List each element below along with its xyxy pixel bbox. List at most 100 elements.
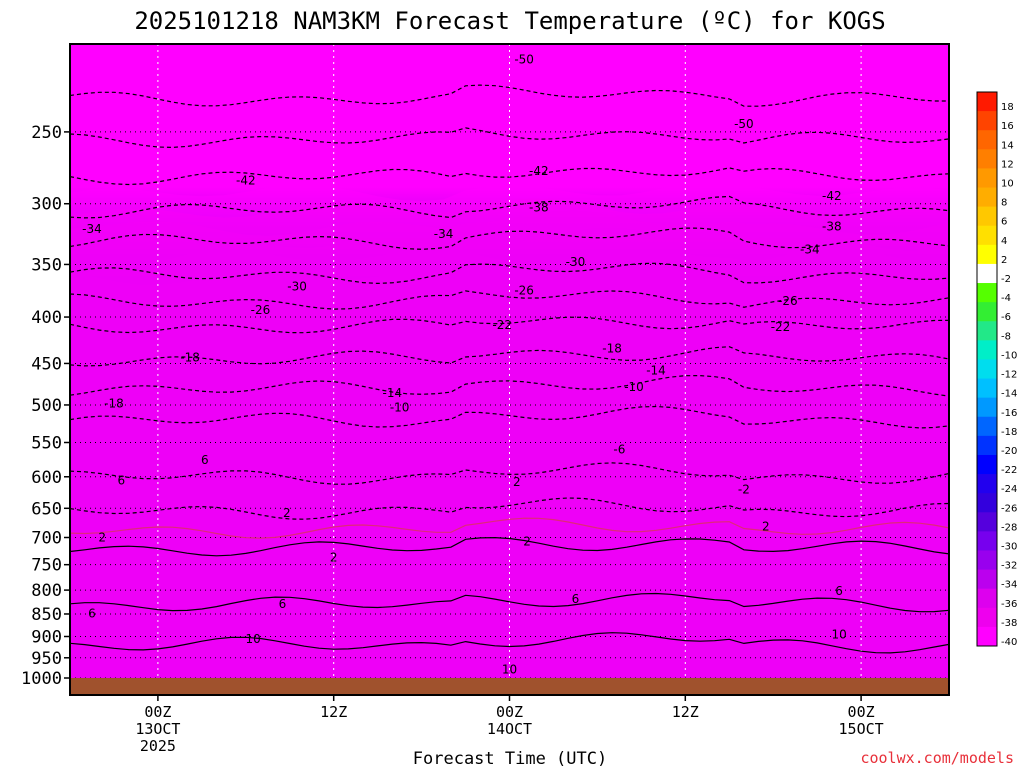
colorbar-swatch [977,321,997,341]
contour-line [70,290,949,310]
colorbar-swatch [977,512,997,532]
contour-label: -6 [613,443,625,457]
contour-label: -2 [738,483,750,497]
colorbar-swatch [977,340,997,360]
contour-label: -26 [514,284,534,298]
y-tick-label: 700 [31,528,62,548]
colorbar-label: -38 [1001,618,1017,629]
contour-label: 2 [330,550,338,564]
colorbar-swatch [977,168,997,189]
y-tick-label: 400 [31,308,62,328]
contour-line [70,127,949,149]
colorbar-swatch [977,493,997,513]
y-tick-label: 800 [31,581,62,601]
contour-label: -14 [646,363,666,377]
colorbar-swatch [977,263,997,284]
contour-label: -18 [104,396,124,410]
contour-label: -50 [514,52,534,66]
colorbar-label: 16 [1001,121,1014,132]
contour-label: 10 [245,632,260,646]
contour-label: 6 [117,474,125,488]
contour-line [70,497,949,520]
contour-label: 6 [835,584,843,598]
colorbar-swatch [977,550,997,571]
contour-label: -10 [390,400,410,414]
ground-surface [70,678,949,695]
colorbar-swatch [977,626,997,647]
contour-label: -34 [82,222,102,236]
colorbar-swatch [977,206,997,227]
colorbar-swatch [977,359,997,380]
plot-area [69,43,950,696]
y-tick-label: 650 [31,499,62,519]
chart-title: 2025101218 NAM3KM Forecast Temperature (… [134,7,885,35]
colorbar-label: -32 [1001,561,1017,572]
y-tick-label: 850 [31,605,62,625]
contour-label: 10 [831,627,846,641]
contour-label: -18 [180,350,200,364]
contour-label: -22 [771,320,791,334]
colorbar-swatch [977,607,997,628]
contour-line [70,167,949,186]
y-tick-label: 450 [31,354,62,374]
colorbar-label: -24 [1001,484,1017,495]
contour-line [70,536,949,557]
contour-label: -42 [529,164,549,178]
y-tick-label: 750 [31,556,62,576]
colorbar-label: -22 [1001,465,1017,476]
colorbar-swatch [977,187,997,208]
contour-line [70,262,949,285]
y-tick-label: 550 [31,433,62,453]
colorbar-swatch [977,130,997,150]
colorbar-swatch [977,416,997,437]
colorbar-swatch [977,92,997,112]
x-axis-label: Forecast Time (UTC) [413,749,607,768]
colorbar-label: -10 [1001,350,1017,361]
contour-labels: -50-50-42-42-42-38-38-34 -34-34-30-30-26-… [82,52,847,676]
contour-line [70,227,949,250]
contour-line [70,405,949,429]
colorbar-label: 10 [1001,179,1014,190]
colorbar-label: -28 [1001,522,1017,533]
contour-label: -22 [492,318,512,332]
contour-label: -30 [287,279,307,293]
x-tick-label: 12Z [320,703,347,721]
x-tick-label: 00Z [144,703,171,721]
contour-label: -26 [251,303,271,317]
x-tick-label: 2025 [140,737,176,755]
contour-label: -26 [778,294,798,308]
contour-label: -14 [382,386,402,400]
contour-label: -30 [566,255,586,269]
colorbar-label: -40 [1001,637,1017,648]
grid-lines [70,44,949,695]
x-tick-label: 00Z [848,703,875,721]
colorbar-swatch [977,244,997,265]
contour-label: -42 [822,189,842,203]
colorbar-label: -8 [1001,331,1011,342]
colorbar-swatch [977,588,997,609]
colorbar-swatch [977,474,997,494]
colorbar-swatch [977,302,997,322]
contour-label: 10 [502,663,517,677]
contour-label: -38 [822,220,842,234]
contour-line [70,195,949,219]
y-axis: 2503003504004505005506006507007508008509… [21,123,70,689]
colorbar-label: -30 [1001,542,1017,553]
contour-label: -42 [236,174,256,188]
contour-label: 2 [283,506,291,520]
x-tick-label: 12Z [672,703,699,721]
colorbar-swatch [977,111,997,131]
contour-lines [70,84,949,654]
y-tick-label: 300 [31,195,62,215]
colorbar-label: 8 [1001,198,1007,209]
contour-label: 6 [279,597,287,611]
colorbar-label: 14 [1001,140,1014,151]
contour-line [70,462,949,485]
contour-label: -38 [529,201,549,215]
contour-line [70,374,949,397]
colorbar-label: -36 [1001,599,1017,610]
colorbar-swatch [977,569,997,590]
colorbar-label: 18 [1001,102,1014,113]
colorbar-swatch [977,283,997,303]
